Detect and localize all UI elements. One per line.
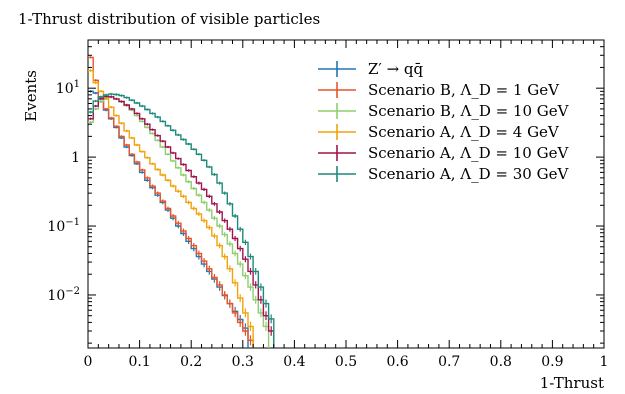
y-tick-label: 1 (71, 150, 80, 166)
legend-label: Scenario B, Λ_D = 10 GeV (368, 102, 570, 120)
series-4 (88, 69, 254, 348)
series-line (88, 95, 275, 348)
x-tick-label: 0.6 (386, 354, 408, 370)
y-tick-label: 101 (56, 79, 80, 97)
legend-label: Scenario A, Λ_D = 10 GeV (368, 144, 569, 162)
axes: 0 0.1 0.2 0.3 0.4 0.5 0.6 0.7 0.8 0.9 1 10−2 10−1 1 10… (47, 39, 609, 370)
x-tick-label: 0.5 (335, 354, 357, 370)
legend-label: Z′ → qq̄ (368, 60, 424, 78)
legend: Z′ → qq̄ Scenario B, Λ_D = 1 GeV Scenario … (318, 60, 570, 183)
y-tick-label: 10−2 (47, 286, 80, 304)
legend-entry-3: Scenario B, Λ_D = 10 GeV (318, 102, 570, 120)
legend-entry-1: Z′ → qq̄ (318, 60, 424, 78)
series-line (88, 56, 254, 348)
series-6 (88, 92, 275, 348)
x-tick-label: 0.7 (438, 354, 460, 370)
x-tick-label: 1 (600, 354, 609, 370)
series-layer (88, 56, 275, 348)
x-tick-label: 0 (84, 354, 93, 370)
y-tick-label: 10−1 (47, 217, 80, 235)
x-axis-label: 1-Thrust (540, 374, 604, 392)
legend-label: Scenario A, Λ_D = 30 GeV (368, 165, 569, 183)
chart-title: 1-Thrust distribution of visible particl… (18, 10, 320, 28)
series-1 (88, 90, 249, 348)
legend-entry-6: Scenario A, Λ_D = 30 GeV (318, 165, 569, 183)
legend-entry-4: Scenario A, Λ_D = 4 GeV (318, 123, 560, 141)
series-2 (88, 56, 254, 348)
x-tick-label: 0.9 (541, 354, 563, 370)
legend-label: Scenario A, Λ_D = 4 GeV (368, 123, 560, 141)
x-tick-label: 0.2 (180, 354, 202, 370)
x-tick-label: 0.8 (490, 354, 512, 370)
x-tick-label: 0.3 (232, 354, 254, 370)
y-axis-label: Events (22, 70, 40, 122)
legend-entry-5: Scenario A, Λ_D = 10 GeV (318, 144, 569, 162)
x-tick-label: 0.1 (128, 354, 150, 370)
legend-label: Scenario B, Λ_D = 1 GeV (368, 81, 560, 99)
series-line (88, 90, 249, 348)
series-line (88, 93, 275, 348)
legend-entry-2: Scenario B, Λ_D = 1 GeV (318, 81, 560, 99)
series-line (88, 69, 254, 348)
x-tick-label: 0.4 (283, 354, 305, 370)
series-5 (88, 95, 275, 348)
